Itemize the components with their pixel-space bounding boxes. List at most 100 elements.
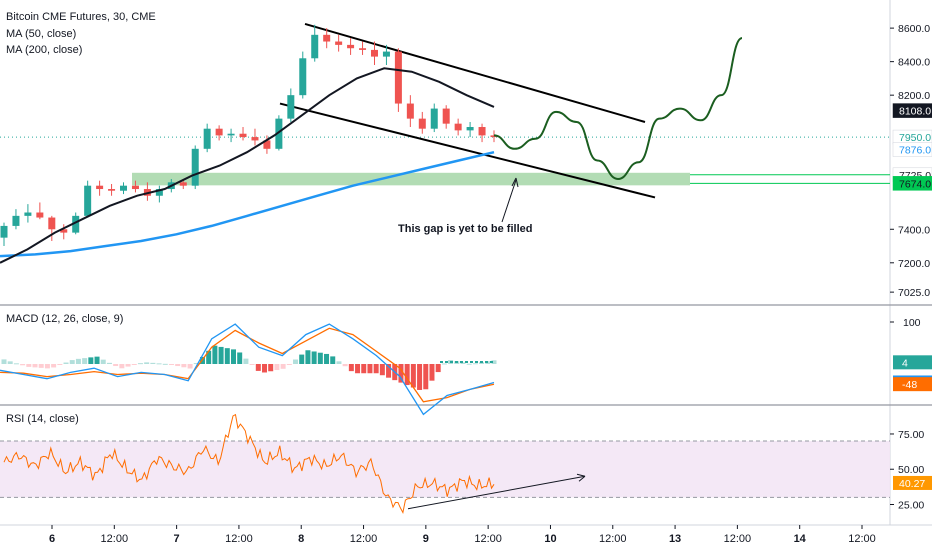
channel-lines-layer: [279, 22, 656, 199]
price-axis: 8600.0 8400.0 8200.0 7400.0 7200.0 7025.0: [890, 23, 930, 299]
time-tick-label: 8: [298, 533, 304, 545]
candle-body: [0, 225, 8, 238]
candle-body: [359, 48, 367, 50]
price-badge: [892, 176, 932, 191]
macd-histogram-bar: [466, 363, 472, 365]
time-tick-label: 12:00: [599, 533, 627, 545]
macd-histogram-bar: [168, 364, 174, 365]
macd-histogram-bar: [305, 350, 311, 364]
macd-histogram-bar: [460, 362, 466, 364]
candle-body: [24, 212, 32, 216]
macd-histogram-bar: [299, 354, 305, 364]
candle-body: [394, 51, 402, 104]
macd-histogram-bar: [175, 364, 181, 367]
macd-histogram-bar: [75, 358, 81, 364]
time-tick-label: 7: [174, 533, 180, 545]
projection-path-layer: [493, 37, 743, 180]
macd-histogram-bar: [417, 364, 423, 390]
candle-body: [215, 128, 223, 136]
channel-upper-line: [304, 22, 646, 123]
price-tick-label: 7200.0: [898, 258, 930, 270]
candle-body: [84, 185, 92, 216]
ma200-label: MA (200, close): [6, 44, 82, 56]
macd-histogram-bar: [212, 345, 218, 364]
time-tick-label: 12:00: [724, 533, 752, 545]
candle-body: [263, 140, 271, 149]
macd-histogram-bar: [187, 364, 193, 369]
ma50-label: MA (50, close): [6, 28, 76, 40]
gap-zone-layer: [0, 136, 890, 186]
gap-annotation: This gap is yet to be filled: [398, 223, 532, 235]
macd-histogram-bar: [479, 362, 485, 364]
macd-histogram-bar: [361, 364, 367, 374]
macd-histogram-bar: [311, 351, 317, 364]
macd-histogram-bar: [491, 360, 497, 364]
macd-histogram-bar: [119, 364, 125, 369]
time-tick-label: 9: [423, 533, 429, 545]
macd-histogram-bar: [317, 352, 323, 364]
macd-badge: [893, 355, 932, 370]
macd-histogram-bar: [472, 363, 478, 365]
macd-tick-label: 100: [903, 317, 921, 329]
candle-body: [478, 127, 486, 136]
time-axis: 6 12:00 7 12:00 8 12:00 9 12:00 10 12:00 13 12:00 14…: [49, 525, 876, 545]
macd-badge: [893, 377, 932, 392]
candle-body: [12, 215, 20, 226]
rsi-tick-label: 75.00: [898, 429, 924, 441]
macd-histogram-bar: [106, 362, 112, 364]
macd-histogram-bar: [94, 356, 100, 364]
candle-body: [442, 108, 450, 124]
rsi-divergence-arrow: [407, 475, 586, 510]
macd-histogram-bar: [51, 364, 57, 368]
time-tick-label: 12:00: [848, 533, 876, 545]
candle-body: [131, 185, 139, 190]
candle-body: [454, 123, 462, 131]
candle-body: [370, 49, 378, 57]
macd-histogram-bar: [7, 361, 13, 364]
macd-histogram-bar: [156, 363, 162, 365]
macd-histogram-bar: [113, 364, 119, 367]
price-badge-label: 7674.0: [899, 178, 931, 190]
rsi-line: [3, 413, 495, 514]
macd-histogram-bar: [293, 359, 299, 364]
macd-histogram-bar: [330, 356, 336, 364]
projection-path: [493, 37, 743, 180]
time-tick-label: 10: [544, 533, 556, 545]
macd-histogram-bar: [181, 364, 187, 368]
candle-body: [287, 95, 295, 119]
candle-body: [203, 128, 211, 149]
annotation-layer: This gap is yet to be filled: [398, 177, 532, 235]
candle-body: [311, 34, 319, 59]
candle-body: [179, 182, 187, 186]
macd-signal-line: [0, 327, 495, 403]
macd-histogram-bar: [137, 363, 143, 365]
price-badge: [892, 142, 932, 157]
chart-title: Bitcoin CME Futures, 30, CME: [6, 11, 156, 23]
candle-body: [155, 189, 163, 196]
candle-body: [418, 118, 426, 129]
candle-body: [48, 217, 56, 230]
macd-histogram-bar: [237, 352, 243, 364]
macd-histogram-bar: [336, 361, 342, 364]
candle-body: [299, 58, 307, 96]
macd-histogram-bar: [206, 350, 212, 364]
candle-body: [36, 212, 44, 218]
rsi-badge: [893, 475, 932, 490]
macd-layer: [0, 323, 497, 416]
macd-histogram-bar: [355, 364, 361, 374]
macd-histogram-bar: [441, 363, 447, 365]
macd-histogram-bar: [410, 364, 416, 388]
macd-histogram-bar: [125, 364, 131, 367]
rsi-badge-label: 40.27: [899, 478, 925, 490]
macd-histogram-bar: [367, 364, 373, 374]
macd-histogram-bar: [342, 364, 348, 367]
macd-histogram-bar: [13, 363, 19, 365]
macd-histogram-bar: [131, 364, 137, 365]
candle-body: [72, 215, 80, 233]
ma50-line: [0, 67, 495, 264]
price-tick-label: 8400.0: [898, 57, 930, 69]
price-badge-label: 7876.0: [899, 144, 931, 156]
